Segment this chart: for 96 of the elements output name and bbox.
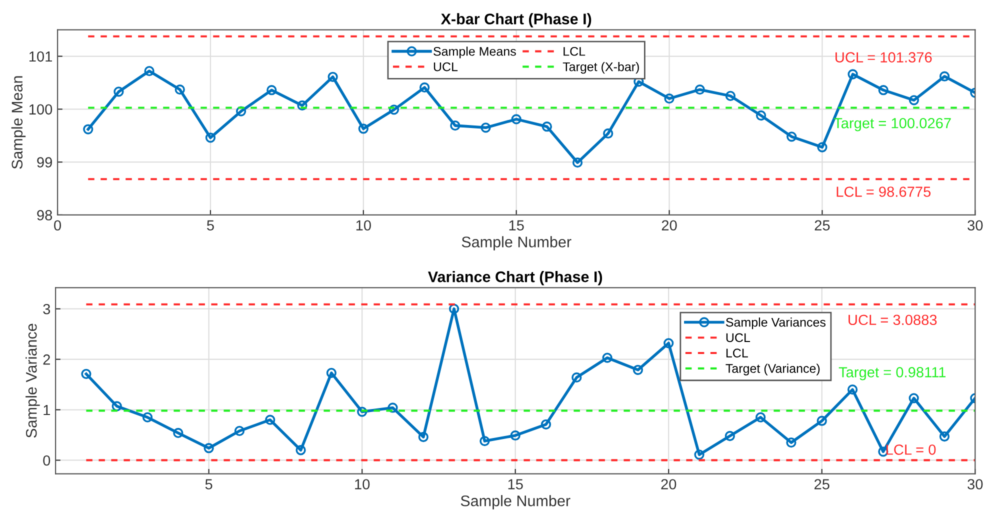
point [297, 100, 308, 111]
point [755, 412, 766, 422]
point [540, 419, 552, 430]
point [724, 430, 735, 442]
legend-label: LCL [726, 348, 748, 358]
y-tick-label: 99 [37, 157, 52, 168]
legend-label: LCL [564, 46, 586, 56]
point [694, 84, 705, 95]
point [510, 430, 520, 441]
x-tick-label: 0 [54, 220, 62, 231]
point [142, 412, 153, 422]
point [81, 368, 92, 380]
annotation: UCL = 101.376 [836, 52, 932, 62]
legend-label: UCL [434, 62, 458, 72]
annotation: LCL = 98.6775 [836, 186, 931, 197]
point [572, 158, 583, 168]
point [511, 114, 522, 124]
point [480, 122, 491, 133]
point [358, 124, 368, 134]
x-tick-label: 20 [661, 479, 676, 490]
annotation: Target = 100.0267 [834, 118, 951, 132]
x-axis-title: Sample Number [460, 495, 570, 510]
x-tick-label: 15 [508, 479, 523, 490]
point [602, 352, 612, 363]
point [908, 95, 920, 106]
point [448, 304, 460, 314]
point [603, 128, 614, 139]
legend-label: Sample Variances [726, 318, 826, 330]
point [908, 393, 919, 404]
point [266, 85, 277, 96]
y-axis-title: Sample Mean [11, 76, 26, 169]
legend-label: Sample Means [434, 46, 516, 58]
x-tick-label: 25 [814, 220, 830, 231]
y-tick-label: 101 [29, 51, 52, 62]
point [205, 132, 216, 143]
point [112, 401, 122, 412]
x-tick-label: 10 [356, 220, 371, 231]
point [326, 368, 336, 378]
point [939, 71, 950, 82]
point [420, 82, 430, 93]
point [418, 432, 428, 442]
y-tick-label: 98 [37, 210, 52, 220]
point [847, 384, 858, 395]
chart-title: Variance Chart (Phase I) [428, 271, 602, 286]
x-axis-title: Sample Number [462, 236, 572, 250]
point [939, 431, 950, 442]
point [848, 69, 858, 80]
point [388, 402, 398, 413]
point [542, 122, 552, 132]
annotation: UCL = 3.0883 [848, 314, 937, 326]
point [173, 428, 184, 438]
point [236, 106, 246, 116]
y-tick-label: 100 [29, 104, 52, 115]
point [144, 66, 154, 76]
point [114, 86, 124, 97]
point [357, 406, 368, 417]
legend-label: Target (Variance) [726, 364, 820, 376]
x-tick-label: 15 [509, 220, 524, 231]
point [450, 120, 460, 131]
point [664, 338, 674, 348]
point [725, 90, 736, 102]
point [664, 94, 674, 104]
point [265, 414, 276, 425]
point [204, 443, 214, 454]
x-tick-label: 5 [205, 479, 212, 490]
y-axis-title: Sample Variance [26, 324, 40, 438]
x-tick-label: 10 [355, 479, 370, 490]
chart-title: X-bar Chart (Phase I) [440, 13, 592, 28]
point [878, 85, 888, 96]
point [632, 364, 644, 375]
point [388, 104, 400, 115]
y-tick-label: 3 [43, 304, 50, 314]
y-tick-label: 0 [43, 455, 50, 466]
y-tick-label: 2 [43, 354, 50, 365]
x-tick-label: 30 [968, 479, 983, 490]
point [786, 132, 797, 142]
x-tick-label: 20 [662, 220, 677, 231]
point [756, 110, 766, 121]
x-tick-label: 25 [814, 479, 830, 490]
legend-label: UCL [726, 333, 750, 342]
point [816, 416, 827, 426]
point [572, 372, 582, 383]
x-tick-label: 30 [968, 220, 983, 231]
annotation: Target = 0.98111 [838, 367, 946, 380]
point [328, 72, 338, 82]
point [817, 142, 828, 152]
x-tick-label: 5 [207, 220, 214, 231]
point [83, 124, 94, 134]
point [234, 426, 245, 436]
y-tick-label: 1 [44, 405, 50, 416]
point [174, 84, 185, 95]
point [296, 445, 306, 456]
legend-label: Target (X-bar) [562, 62, 639, 74]
point [480, 436, 490, 446]
point [786, 437, 796, 448]
point [694, 450, 704, 460]
